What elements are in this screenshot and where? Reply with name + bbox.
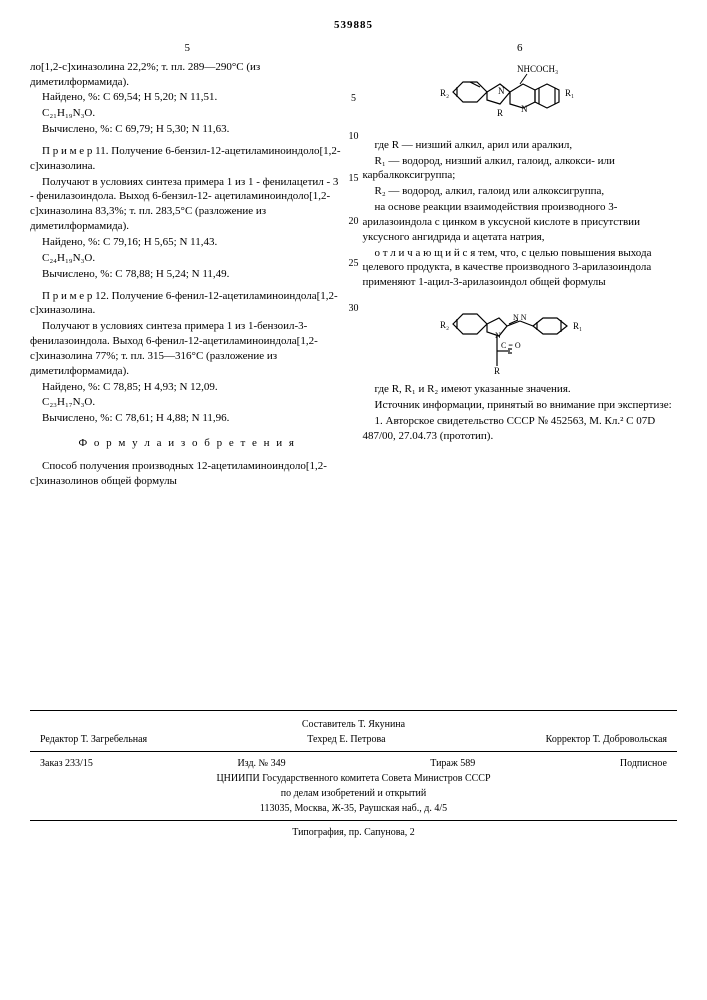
compiler: Составитель Т. Якунина — [30, 717, 677, 732]
chemical-structure-1: R₂ R₁ R N N NHCOCH₃ — [363, 62, 678, 132]
line-marker: 5 — [345, 92, 363, 106]
line-marker: 15 — [345, 172, 363, 186]
svg-text:R₁: R₁ — [565, 88, 574, 98]
svg-text:R₂: R₂ — [440, 320, 449, 330]
found-line: Найдено, %: C 78,85; H 4,93; N 12,09. — [30, 380, 345, 395]
found-line: Найдено, %: C 69,54; H 5,20; N 11,51. — [30, 90, 345, 105]
right-column: 6 R₂ R₁ R N — [363, 41, 678, 490]
formula-line: C₂₄H₁₉N₃O. — [30, 251, 345, 266]
source-title: Источник информации, принятый во внимани… — [363, 398, 678, 413]
r1-def: R₁ — водород, низший алкил, галоид, алко… — [363, 154, 678, 184]
left-column: 5 ло[1,2-с]хиназолина 22,2%; т. пл. 289—… — [30, 41, 345, 490]
svg-text:R₁: R₁ — [573, 321, 582, 331]
example-title: П р и м е р 11. Получение 6-бензил-12-ац… — [30, 144, 345, 174]
chemical-structure-2: R₂ R₁ N N N C = O R — [363, 296, 678, 376]
svg-text:R₂: R₂ — [440, 88, 449, 98]
formula-line: C₂₁H₁₉N₃O. — [30, 106, 345, 121]
found-line: Найдено, %: C 79,16; H 5,65; N 11,43. — [30, 235, 345, 250]
svg-text:N: N — [521, 104, 528, 114]
where-rr: где R, R₁ и R₂ имеют указанные значения. — [363, 382, 678, 397]
svg-text:R: R — [497, 108, 503, 118]
svg-text:R: R — [494, 366, 500, 376]
calc-line: Вычислено, %: C 69,79; H 5,30; N 11,63. — [30, 122, 345, 137]
editor: Редактор Т. Загребельная — [40, 732, 147, 747]
distinct: о т л и ч а ю щ и й с я тем, что, с цель… — [363, 246, 678, 291]
footer-block: Составитель Т. Якунина Редактор Т. Загре… — [30, 710, 677, 840]
svg-text:N N: N N — [513, 313, 527, 322]
claims-body: Способ получения производных 12-ацетилам… — [30, 459, 345, 489]
line-marker: 30 — [345, 302, 363, 316]
podpis: Подписное — [620, 756, 667, 771]
claims-heading: Ф о р м у л а и з о б р е т е н и я — [30, 436, 345, 451]
edition-number: Изд. № 349 — [237, 756, 285, 771]
tirazh: Тираж 589 — [430, 756, 475, 771]
paragraph: ло[1,2-с]хиназолина 22,2%; т. пл. 289—29… — [30, 60, 345, 90]
line-marker: 10 — [345, 130, 363, 144]
right-column-number: 6 — [363, 41, 678, 56]
address: 113035, Москва, Ж-35, Раушская наб., д. … — [30, 801, 677, 816]
document-number: 539885 — [30, 18, 677, 33]
svg-text:NHCOCH₃: NHCOCH₃ — [517, 64, 558, 74]
calc-line: Вычислено, %: C 78,61; H 4,88; N 11,96. — [30, 411, 345, 426]
basis: на основе реакции взаимодействия произво… — [363, 200, 678, 245]
line-marker: 25 — [345, 257, 363, 271]
svg-text:N: N — [498, 86, 505, 96]
line-marker: 20 — [345, 215, 363, 229]
org-line2: по делам изобретений и открытий — [30, 786, 677, 801]
left-column-number: 5 — [30, 41, 345, 56]
order-number: Заказ 233/15 — [40, 756, 93, 771]
calc-line: Вычислено, %: C 78,88; H 5,24; N 11,49. — [30, 267, 345, 282]
org-line1: ЦНИИПИ Государственного комитета Совета … — [30, 771, 677, 786]
example-title: П р и м е р 12. Получение 6-фенил-12-аце… — [30, 289, 345, 319]
typography: Типография, пр. Сапунова, 2 — [30, 825, 677, 840]
where-r: где R — низший алкил, арил или аралкил, — [363, 138, 678, 153]
techred: Техред Е. Петрова — [307, 732, 385, 747]
source-body: 1. Авторское свидетельство СССР № 452563… — [363, 414, 678, 444]
example-body: Получают в условиях синтеза примера 1 из… — [30, 175, 345, 234]
svg-text:C = O: C = O — [501, 341, 521, 350]
formula-line: C₂₃H₁₇N₃O. — [30, 395, 345, 410]
r2-def: R₂ — водород, алкил, галоид или алкоксиг… — [363, 184, 678, 199]
example-body: Получают в условиях синтеза примера 1 из… — [30, 319, 345, 378]
corrector: Корректор Т. Добровольская — [546, 732, 667, 747]
svg-text:N: N — [495, 331, 501, 340]
